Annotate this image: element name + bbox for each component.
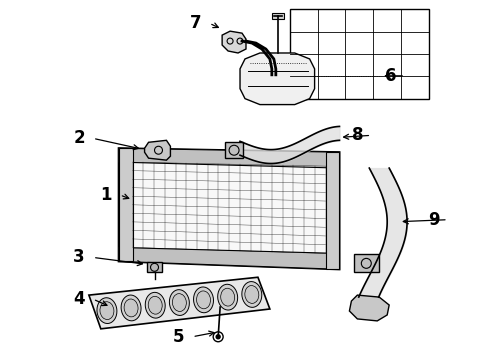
Ellipse shape (196, 291, 211, 309)
Ellipse shape (218, 284, 238, 310)
Text: 3: 3 (73, 248, 85, 266)
Polygon shape (119, 148, 133, 261)
Text: 6: 6 (386, 67, 397, 85)
Polygon shape (119, 148, 340, 269)
Text: 9: 9 (428, 211, 440, 229)
Ellipse shape (242, 282, 262, 307)
Text: 2: 2 (73, 129, 85, 147)
Ellipse shape (194, 287, 214, 313)
Bar (354, 255, 379, 272)
Ellipse shape (245, 285, 259, 303)
Ellipse shape (170, 290, 189, 315)
Text: 1: 1 (100, 186, 112, 204)
Polygon shape (119, 247, 340, 269)
Ellipse shape (124, 299, 138, 317)
Polygon shape (119, 148, 340, 168)
Text: 7: 7 (190, 14, 201, 32)
Bar (272, 13, 284, 19)
Polygon shape (145, 140, 171, 160)
Circle shape (216, 335, 220, 339)
Ellipse shape (97, 298, 117, 324)
Polygon shape (240, 53, 315, 105)
Text: 5: 5 (172, 328, 184, 346)
Ellipse shape (148, 296, 162, 314)
Polygon shape (349, 295, 389, 321)
Ellipse shape (145, 292, 165, 318)
Polygon shape (325, 152, 340, 269)
Polygon shape (222, 31, 246, 53)
Ellipse shape (121, 295, 141, 321)
Ellipse shape (100, 302, 114, 320)
Polygon shape (89, 277, 270, 329)
Ellipse shape (172, 294, 186, 311)
Bar (147, 262, 163, 272)
Ellipse shape (220, 288, 235, 306)
Text: 8: 8 (352, 126, 363, 144)
Bar (225, 142, 243, 158)
Bar (290, 9, 429, 99)
Text: 4: 4 (73, 290, 85, 308)
